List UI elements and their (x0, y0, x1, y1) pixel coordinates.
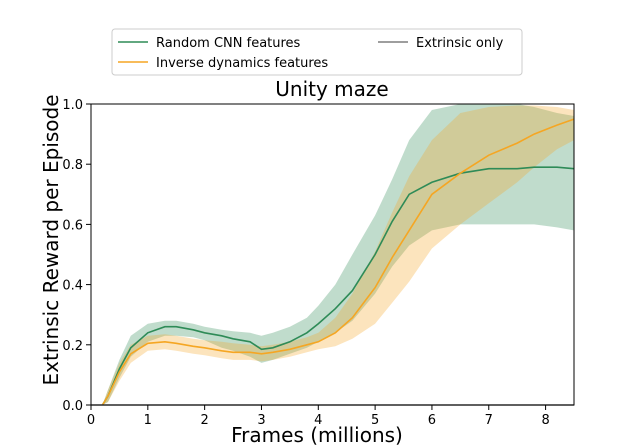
legend-label-extrinsic-only: Extrinsic only (416, 36, 504, 51)
x-tick-label: 6 (428, 413, 436, 428)
y-tick-label: 0.4 (62, 279, 83, 294)
y-axis: 0.0 0.2 0.4 0.6 0.8 1.0 (62, 98, 91, 414)
y-tick-label: 1.0 (62, 98, 83, 113)
x-tick-label: 7 (485, 413, 493, 428)
legend: Random CNN features Inverse dynamics fea… (111, 28, 523, 76)
legend-label-random-cnn: Random CNN features (156, 36, 301, 51)
x-tick-label: 3 (257, 413, 265, 428)
x-tick-label: 8 (541, 413, 549, 428)
series-random-cnn-band (102, 104, 575, 405)
y-tick-label: 0.8 (62, 158, 83, 173)
y-axis-label: Extrinsic Reward per Episode (39, 94, 63, 385)
plot-frame (90, 103, 575, 406)
x-tick-label: 0 (87, 413, 95, 428)
x-tick-label: 5 (371, 413, 379, 428)
confidence-bands (102, 104, 575, 405)
series-inverse-dynamics-band (102, 105, 575, 405)
series-inverse-dynamics-line (101, 118, 575, 406)
y-tick-label: 0.0 (62, 399, 83, 414)
x-axis-label: Frames (millions) (231, 423, 403, 447)
x-axis: 0 1 2 3 4 5 6 7 8 (87, 405, 550, 428)
x-tick-label: 1 (144, 413, 152, 428)
y-tick-label: 0.6 (62, 218, 83, 233)
chart-title: Unity maze (275, 77, 388, 101)
legend-label-inverse-dynamics: Inverse dynamics features (156, 56, 328, 71)
x-tick-label: 2 (201, 413, 209, 428)
y-tick-label: 0.2 (62, 339, 83, 354)
x-tick-label: 4 (314, 413, 322, 428)
legend-box (111, 28, 523, 76)
series-random-cnn-line (101, 166, 575, 406)
